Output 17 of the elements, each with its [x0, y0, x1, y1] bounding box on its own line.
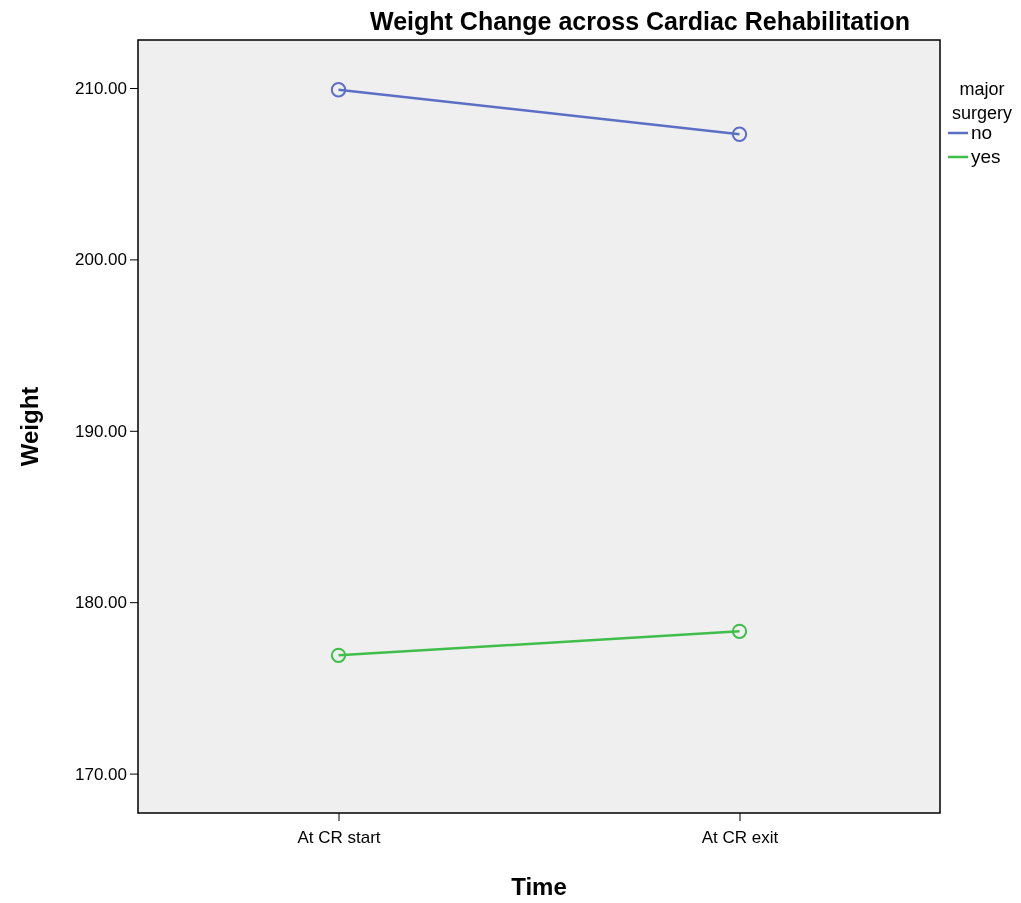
x-tick-label: At CR start	[297, 827, 381, 847]
chart-title: Weight Change across Cardiac Rehabilitation	[370, 7, 910, 35]
x-tick-label: At CR exit	[701, 827, 779, 847]
y-tick-label: 210.00	[75, 78, 127, 98]
y-tick-label: 190.00	[75, 421, 127, 441]
point	[330, 647, 347, 663]
legend-label: no	[971, 122, 993, 143]
y-axis-title: Weight	[16, 386, 43, 467]
point	[330, 82, 347, 98]
legend-label: yes	[971, 146, 1001, 167]
point	[731, 126, 748, 142]
y-tick-label: 180.00	[75, 593, 127, 613]
x-axis-title: Time	[511, 873, 567, 900]
y-tick-label: 200.00	[75, 250, 127, 270]
legend-title: major surgery	[951, 79, 1013, 123]
point	[731, 623, 748, 639]
y-tick-label: 170.00	[75, 764, 127, 784]
